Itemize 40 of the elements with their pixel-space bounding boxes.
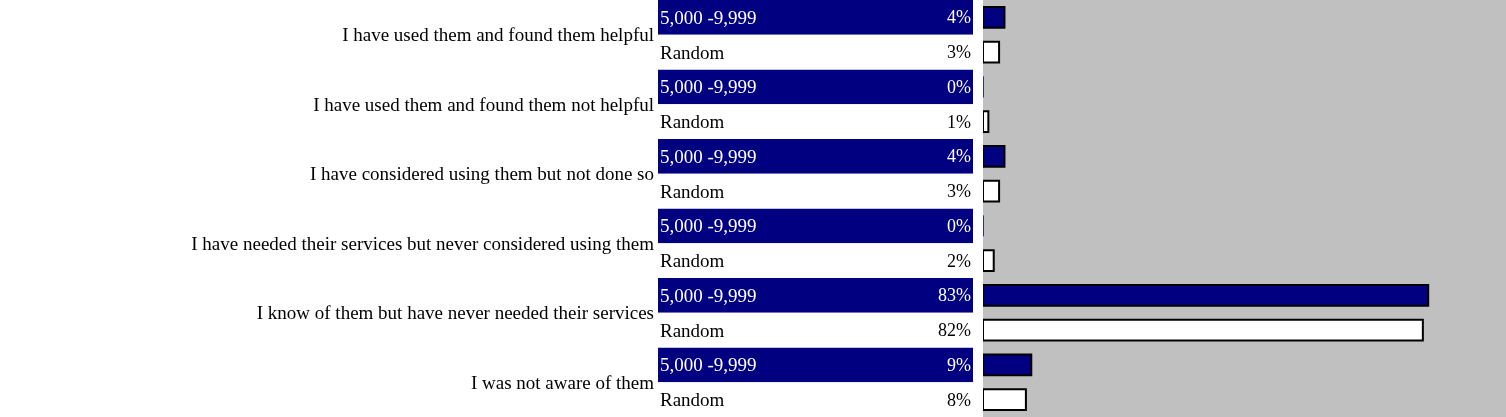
data-label: 0%: [947, 77, 971, 97]
data-label: 83%: [938, 285, 971, 305]
data-label: 1%: [947, 112, 971, 132]
text: Random: [660, 42, 725, 63]
y-tick-label: I have used them and found them not helpful: [313, 93, 654, 115]
text: Random: [660, 181, 725, 202]
y-tick-label: I have needed their services but never considered using them: [191, 232, 655, 254]
bar: [983, 40, 1001, 64]
bar: [983, 388, 1027, 412]
bar: [983, 283, 1430, 307]
text: Random: [660, 111, 725, 132]
y-tick-label: I know of them but have never needed their services: [256, 302, 654, 324]
text: 5,000 -9,999: [660, 7, 757, 28]
text: 5,000 -9,999: [660, 285, 757, 306]
text: 5,000 -9,999: [660, 215, 757, 236]
text: Random: [660, 320, 725, 341]
data-label: 4%: [947, 146, 971, 166]
data-label: 9%: [947, 355, 971, 375]
y-tick-label: I have used them and found them helpful: [342, 24, 654, 46]
data-label: 3%: [947, 181, 971, 201]
bar: [983, 249, 995, 273]
data-label: 2%: [947, 251, 971, 271]
bar: [983, 110, 990, 134]
data-label: 82%: [938, 320, 971, 340]
bar: [983, 144, 1006, 168]
text: 5,000 -9,999: [660, 76, 757, 97]
y-tick-label: I have considered using them but not done so: [309, 163, 654, 185]
text: Random: [660, 389, 725, 410]
bar: [983, 5, 1006, 29]
data-label: 8%: [947, 390, 971, 410]
bar: [983, 179, 1001, 203]
bar: [983, 353, 1033, 377]
data-label: 4%: [947, 7, 971, 27]
text: 5,000 -9,999: [660, 146, 757, 167]
text: 5,000 -9,999: [660, 354, 757, 375]
data-label: 0%: [947, 216, 971, 236]
text: Random: [660, 250, 725, 271]
bar: [983, 318, 1424, 342]
data-label: 3%: [947, 42, 971, 62]
y-tick-label: I was not aware of them: [470, 371, 655, 393]
